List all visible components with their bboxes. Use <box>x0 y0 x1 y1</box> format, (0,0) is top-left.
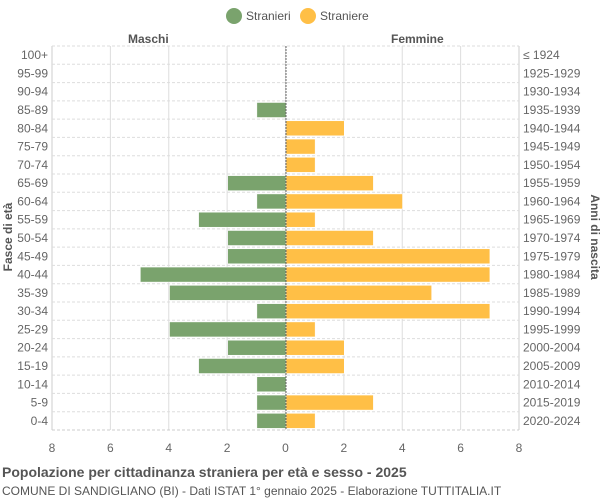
bar-female <box>285 120 345 137</box>
bar-female <box>285 321 316 338</box>
age-group-label: 20-24 <box>17 341 48 355</box>
age-group-label: 10-14 <box>17 377 48 391</box>
age-group-label: 45-49 <box>17 249 48 263</box>
bar-female <box>285 339 345 356</box>
bar-male <box>256 102 287 118</box>
age-group-label: 70-74 <box>17 158 48 172</box>
age-group-label: 100+ <box>21 48 48 62</box>
legend-dot-icon <box>226 8 242 24</box>
age-group-label: 55-59 <box>17 213 48 227</box>
bar-female <box>285 193 403 210</box>
age-group-label: 65-69 <box>17 176 48 190</box>
population-pyramid-chart: 8 6 4 2 0 2 4 6 8 100+ ≤ 1924 95-99 1925-1929 90-94 19… <box>17 45 581 455</box>
age-group-label: 25-29 <box>17 322 48 336</box>
bar-male <box>227 230 287 246</box>
legend-item-stranieri[interactable]: Stranieri <box>226 6 291 26</box>
bar-male <box>198 211 287 228</box>
bar-male <box>227 248 287 265</box>
bar-male <box>256 193 287 210</box>
bar-female <box>285 230 374 246</box>
x-tick-label: 8 <box>49 441 56 455</box>
x-tick-label: 2 <box>224 441 231 455</box>
birth-year-label: 2010-2014 <box>523 377 581 391</box>
legend-label: Straniere <box>320 9 369 23</box>
bar-female <box>285 303 491 319</box>
birth-year-label: 1985-1989 <box>523 286 581 300</box>
birth-year-label: 1950-1954 <box>523 158 581 172</box>
birth-year-label: 1940-1944 <box>523 121 581 135</box>
x-tick-label: 6 <box>457 441 464 455</box>
y-axis-title-left: Fasce di età <box>1 202 15 272</box>
age-group-label: 30-34 <box>17 304 48 318</box>
bar-male <box>256 394 287 411</box>
bar-male <box>227 175 287 191</box>
bar-female <box>285 413 316 429</box>
birth-year-label: 2015-2019 <box>523 396 581 410</box>
males-side-title: Maschi <box>128 32 169 46</box>
x-tick-label: 2 <box>341 441 348 455</box>
bar-female <box>285 138 316 155</box>
birth-year-label: 1965-1969 <box>523 213 581 227</box>
birth-year-label: 1995-1999 <box>523 322 581 336</box>
age-group-label: 80-84 <box>17 121 48 135</box>
birth-year-label: 1970-1974 <box>523 231 581 245</box>
x-tick-label: 4 <box>399 441 406 455</box>
x-tick-label: 4 <box>165 441 172 455</box>
bar-female <box>285 358 345 374</box>
legend-dot-icon <box>300 8 316 24</box>
x-tick-label: 8 <box>516 441 523 455</box>
age-group-label: 75-79 <box>17 140 48 154</box>
birth-year-label: 1930-1934 <box>523 85 581 99</box>
bar-female <box>285 157 316 173</box>
bar-male <box>256 376 287 393</box>
birth-year-label: 1990-1994 <box>523 304 581 318</box>
bar-female <box>285 266 491 283</box>
birth-year-label: 1960-1964 <box>523 194 581 208</box>
bar-female <box>285 211 316 228</box>
birth-year-label: ≤ 1924 <box>523 48 560 62</box>
age-group-label: 0-4 <box>31 414 49 428</box>
bar-male <box>140 266 287 283</box>
females-side-title: Femmine <box>391 32 444 46</box>
age-group-label: 50-54 <box>17 231 48 245</box>
x-tick-label: 6 <box>107 441 114 455</box>
birth-year-label: 1980-1984 <box>523 268 581 282</box>
bar-female <box>285 248 491 265</box>
y-axis-title-right: Anni di nascita <box>588 194 600 280</box>
age-group-label: 15-19 <box>17 359 48 373</box>
birth-year-label: 1945-1949 <box>523 140 581 154</box>
age-group-label: 40-44 <box>17 268 48 282</box>
birth-year-label: 2020-2024 <box>523 414 581 428</box>
x-tick-label: 0 <box>282 441 289 455</box>
bar-female <box>285 175 374 191</box>
bar-male <box>227 339 287 356</box>
bar-female <box>285 394 374 411</box>
birth-year-label: 1925-1929 <box>523 66 581 80</box>
birth-year-label: 1975-1979 <box>523 249 581 263</box>
chart-title: Popolazione per cittadinanza straniera p… <box>2 464 407 480</box>
age-group-label: 5-9 <box>31 396 49 410</box>
birth-year-label: 1935-1939 <box>523 103 581 117</box>
bar-male <box>256 413 287 429</box>
age-group-label: 60-64 <box>17 194 48 208</box>
legend-item-straniere[interactable]: Straniere <box>300 6 369 26</box>
age-group-label: 90-94 <box>17 85 48 99</box>
birth-year-label: 1955-1959 <box>523 176 581 190</box>
age-group-label: 85-89 <box>17 103 48 117</box>
bar-male <box>169 285 287 301</box>
chart-legend: Stranieri Straniere <box>0 6 600 26</box>
birth-year-label: 2000-2004 <box>523 341 581 355</box>
bar-male <box>256 303 287 319</box>
bar-female <box>285 285 432 301</box>
legend-label: Stranieri <box>246 9 291 23</box>
age-group-label: 35-39 <box>17 286 48 300</box>
age-group-label: 95-99 <box>17 66 48 80</box>
birth-year-label: 2005-2009 <box>523 359 581 373</box>
bar-male <box>169 321 287 338</box>
bar-male <box>198 358 287 374</box>
chart-subtitle: COMUNE DI SANDIGLIANO (BI) - Dati ISTAT … <box>2 484 502 498</box>
